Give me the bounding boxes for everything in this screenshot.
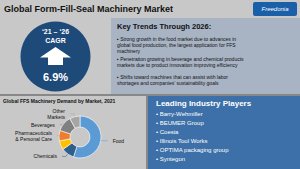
- svg-text:Global FFS Machinery Demand by: Global FFS Machinery Demand by Market, 2…: [3, 98, 115, 104]
- svg-text:global food production, the la: global food production, the largest appl…: [117, 42, 236, 48]
- svg-text:Pharmaceuticals: Pharmaceuticals: [15, 129, 52, 136]
- svg-text:• Coesia: • Coesia: [156, 129, 179, 135]
- svg-text:CAGR: CAGR: [45, 37, 66, 44]
- svg-text:6.9%: 6.9%: [43, 71, 68, 83]
- svg-text:Chemicals: Chemicals: [34, 153, 58, 159]
- svg-text:& Personal Care: & Personal Care: [15, 136, 52, 142]
- svg-text:Leading Industry Players: Leading Industry Players: [156, 99, 252, 108]
- svg-text:shortages and companies’ susta: shortages and companies’ sustainability …: [117, 80, 219, 86]
- svg-text:markets due to product innovat: markets due to product innovation improv…: [117, 62, 238, 68]
- svg-text:▪ Strong growth in the food ma: ▪ Strong growth in the food market due t…: [117, 36, 237, 42]
- svg-text:▪ Shifts toward machines that: ▪ Shifts toward machines that can assist…: [117, 74, 228, 80]
- svg-text:‘21 – ‘26: ‘21 – ‘26: [42, 28, 69, 35]
- svg-text:• BEUMER Group: • BEUMER Group: [156, 120, 204, 126]
- svg-text:Markets: Markets: [47, 114, 65, 120]
- svg-text:Key Trends Through 2026:: Key Trends Through 2026:: [117, 22, 211, 31]
- svg-text:• OPTIMA packaging group: • OPTIMA packaging group: [156, 147, 229, 153]
- svg-text:Global Form-Fill-Seal Machiner: Global Form-Fill-Seal Machinery Market: [4, 4, 173, 14]
- svg-text:Beverages: Beverages: [31, 122, 55, 128]
- svg-text:machinery: machinery: [117, 48, 141, 54]
- svg-text:• Syntegon: • Syntegon: [156, 156, 185, 162]
- svg-text:• Illinois Tool Works: • Illinois Tool Works: [156, 138, 208, 144]
- svg-text:Other: Other: [52, 107, 65, 114]
- svg-text:Freedonia: Freedonia: [261, 6, 289, 12]
- svg-text:Food: Food: [113, 138, 125, 144]
- svg-text:• Barry-Wehmiller: • Barry-Wehmiller: [156, 111, 203, 117]
- svg-text:▪ Penetration growing in bever: ▪ Penetration growing in beverage and ch…: [117, 56, 244, 62]
